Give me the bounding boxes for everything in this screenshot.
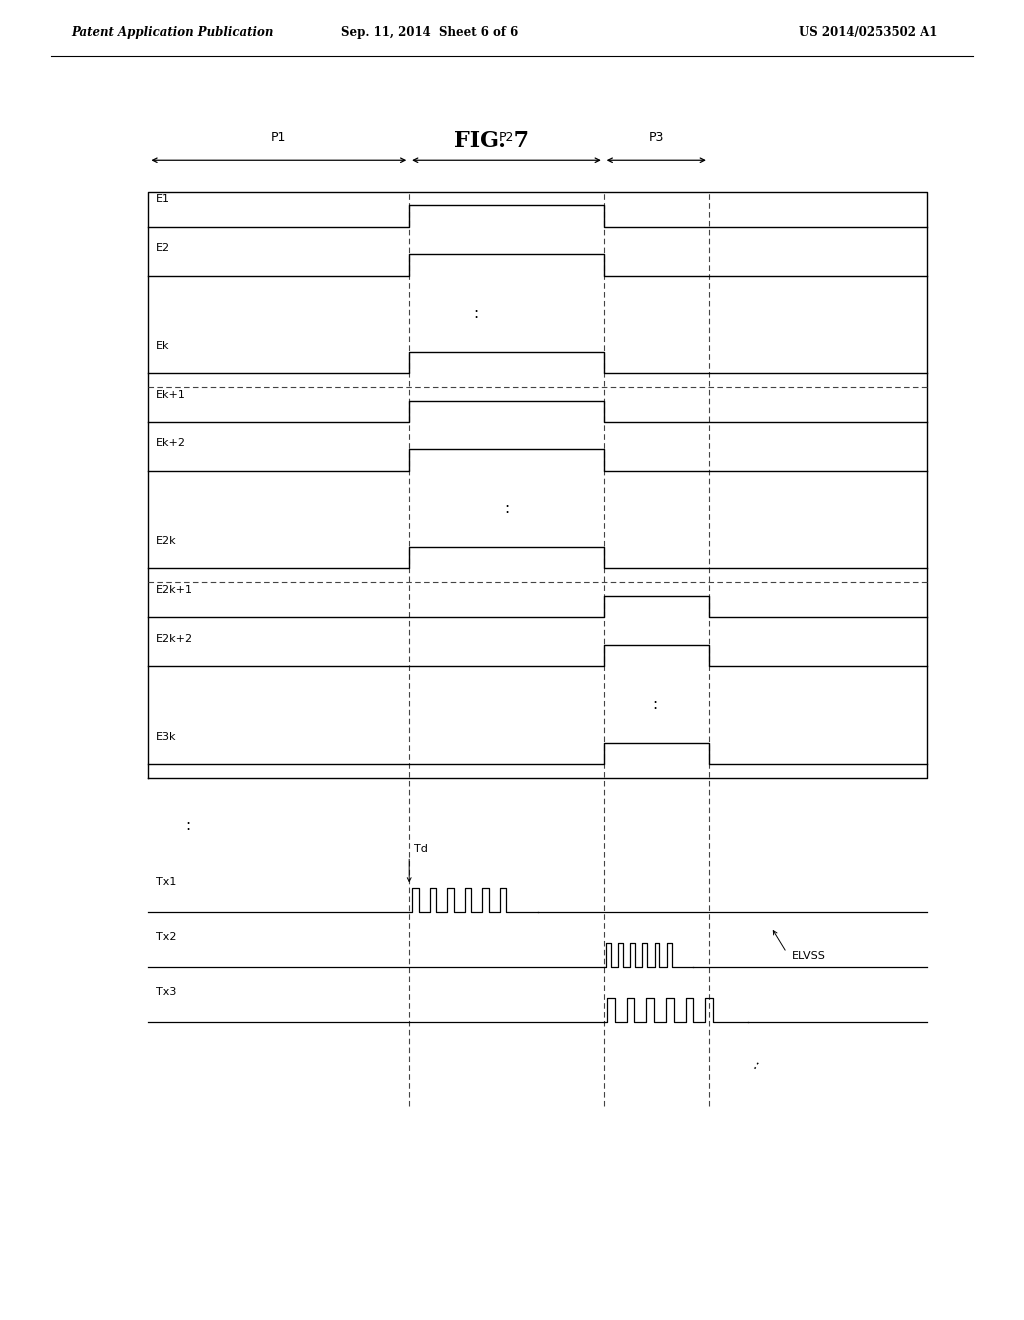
Text: P3: P3 — [648, 131, 664, 144]
Text: Ek+2: Ek+2 — [157, 438, 186, 449]
Text: P2: P2 — [499, 131, 514, 144]
Text: Ek+1: Ek+1 — [157, 389, 186, 400]
Text: :: : — [473, 306, 478, 321]
Text: E2: E2 — [157, 243, 170, 253]
Text: :: : — [504, 502, 509, 516]
Text: E3k: E3k — [157, 731, 177, 742]
Text: E2k+2: E2k+2 — [157, 634, 194, 644]
Text: E2k: E2k — [157, 536, 177, 546]
Text: E2k+1: E2k+1 — [157, 585, 194, 595]
Text: US 2014/0253502 A1: US 2014/0253502 A1 — [799, 26, 937, 40]
Text: E1: E1 — [157, 194, 170, 205]
Text: :: : — [651, 697, 657, 711]
Text: Ek: Ek — [157, 341, 170, 351]
Text: ELVSS: ELVSS — [792, 952, 825, 961]
Text: FIG. 7: FIG. 7 — [454, 131, 529, 152]
Text: Tx1: Tx1 — [157, 876, 176, 887]
Text: :: : — [184, 817, 190, 833]
Text: P1: P1 — [271, 131, 287, 144]
Text: Tx2: Tx2 — [157, 932, 177, 942]
Text: :: : — [750, 1059, 761, 1073]
Text: Tx3: Tx3 — [157, 987, 176, 997]
Text: Sep. 11, 2014  Sheet 6 of 6: Sep. 11, 2014 Sheet 6 of 6 — [341, 26, 519, 40]
Text: Patent Application Publication: Patent Application Publication — [72, 26, 274, 40]
Text: Td: Td — [415, 843, 428, 854]
